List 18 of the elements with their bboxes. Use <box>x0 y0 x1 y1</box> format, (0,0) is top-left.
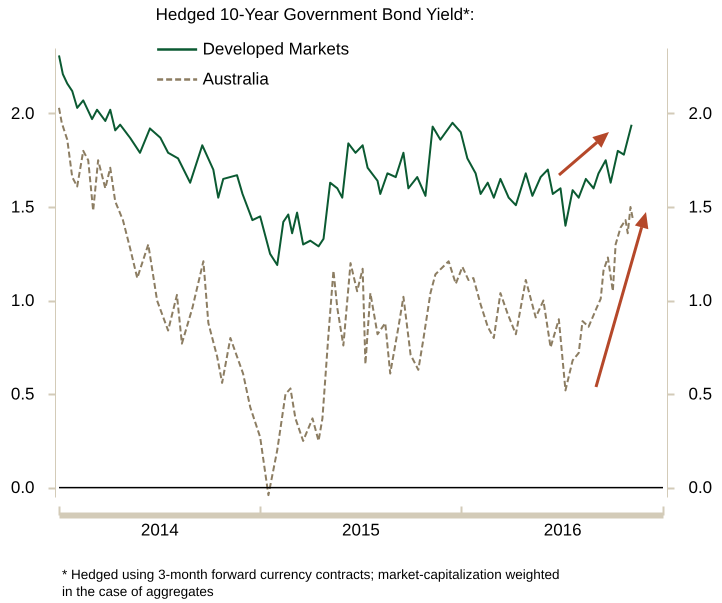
y2-tick-label: 1.0 <box>688 291 712 310</box>
y-tick-label: 0.5 <box>10 384 34 404</box>
line-series <box>58 106 634 496</box>
y2-tick-label: 1.5 <box>688 198 712 217</box>
chart-title: Hedged 10-Year Government Bond Yield*: <box>156 5 474 24</box>
legend-label: Australia <box>202 70 270 88</box>
y-tick-label: 1.0 <box>10 291 34 310</box>
text: * Hedged using 3-month forward currency contracts; market-capitalization weighted in the case of aggregates <box>62 566 560 600</box>
y-tick-label: 2.0 <box>10 104 34 123</box>
y-tick-label: 1.5 <box>10 198 34 217</box>
x-tick-label: 2015 <box>342 520 380 540</box>
y2-tick-label: 0.5 <box>688 384 712 404</box>
y2-tick-label: 0.0 <box>688 478 712 498</box>
y-tick-label: 0.0 <box>10 478 34 498</box>
y2-tick-label: 2.0 <box>688 104 712 123</box>
x-tick-label: 2016 <box>544 520 582 540</box>
legend-label: Developed Markets <box>202 40 350 58</box>
x-tick-label: 2014 <box>140 520 179 540</box>
